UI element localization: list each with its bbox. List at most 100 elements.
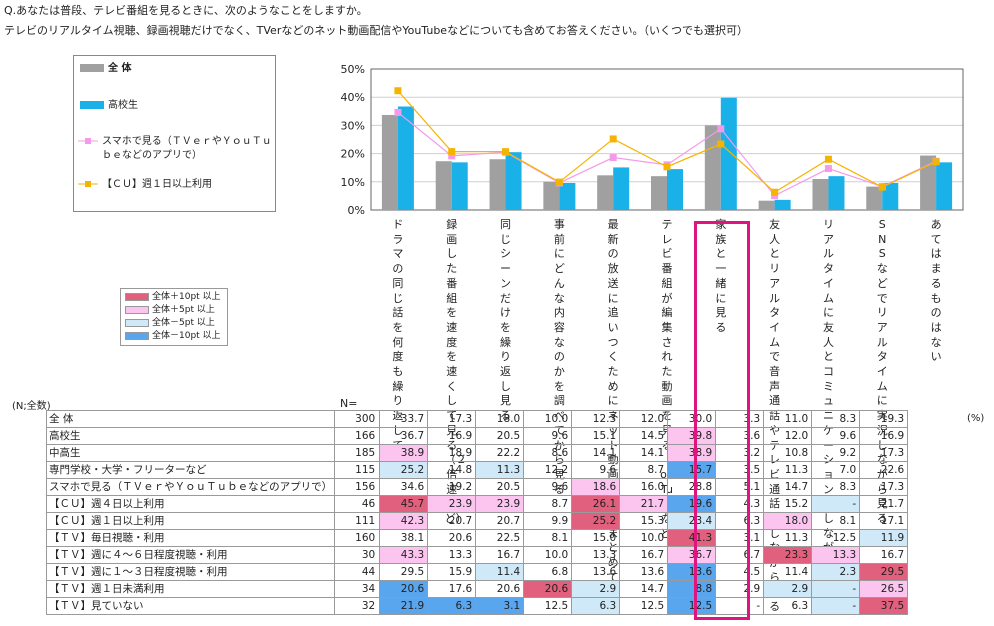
table-cell: 3.1: [715, 529, 765, 547]
bar-all: [812, 178, 829, 210]
bar-hs: [828, 176, 845, 210]
table-cell: 23.3: [763, 546, 813, 564]
table-row: 【ＴＶ】週１日未満利用 34 20.6 17.6 20.6 20.6 2.9 14.7 8.8 2…: [45, 580, 909, 598]
bar-all: [651, 176, 667, 210]
n-header: N=: [340, 397, 358, 410]
bar-hs: [397, 106, 414, 210]
table-cell: 9.9: [523, 512, 573, 530]
hl-label-m5: 全体－5pt 以上: [152, 318, 215, 328]
table-cell: 36.7: [667, 546, 717, 564]
table-cell: 10.0: [619, 529, 669, 547]
category-label: 同じシーンだけを繰り返し見る: [500, 218, 512, 423]
table-cell: 12.2: [523, 461, 573, 479]
table-cell: 8.8: [667, 580, 717, 598]
point-sp: [717, 125, 725, 133]
table-cell: 34.6: [379, 478, 429, 496]
table-cell: 13.6: [571, 563, 621, 581]
legend-label-all: 全 体: [108, 63, 132, 74]
table-cell: 6.3: [763, 597, 813, 615]
table-cell: 18.0: [763, 512, 813, 530]
table-cell: 20.5: [475, 427, 525, 445]
table-cell: 11.4: [475, 563, 525, 581]
point-cu: [717, 140, 725, 148]
table-cell: 8.3: [811, 478, 861, 496]
table-cell: 8.1: [523, 529, 573, 547]
row-label: 【ＴＶ】週に１～３日程度視聴・利用: [45, 563, 336, 581]
table-row: 【ＣＵ】週１日以上利用 111 42.3 20.7 20.7 9.9 25.2 15.3 23.…: [45, 512, 909, 530]
table-cell: 29.5: [859, 563, 909, 581]
hl-swatch-p10: [125, 292, 149, 301]
hl-label-p5: 全体＋5pt 以上: [152, 305, 215, 315]
question-line-1: Q.あなたは普段、テレビ番組を見るときに、次のようなことをしますか。: [4, 4, 368, 17]
chart-legend: 全 体 高校生 スマホで見る（ＴＶｅｒやＹｏｕＴｕ ｂｅなどのアプリで） 【ＣＵ…: [73, 55, 276, 212]
highlight-legend: 全体＋10pt 以上 全体＋5pt 以上 全体－5pt 以上 全体－10pt 以…: [120, 288, 228, 346]
table-row: 【ＴＶ】週に１～３日程度視聴・利用 44 29.5 15.9 11.4 6.8 13.6 13…: [45, 563, 909, 581]
table-cell: -: [811, 495, 861, 513]
table-cell: 16.7: [619, 546, 669, 564]
table-cell: 11.9: [859, 529, 909, 547]
table-cell: 9.6: [523, 427, 573, 445]
table-row: 【ＴＶ】見ていない 32 21.9 6.3 3.1 12.5 6.3 12.5 12.5-6.3…: [45, 597, 909, 615]
row-n: 300: [334, 410, 381, 428]
table-cell: 2.9: [571, 580, 621, 598]
table-cell: 21.9: [379, 597, 429, 615]
table-cell: -: [811, 597, 861, 615]
row-label: 【ＴＶ】週に４～６日程度視聴・利用: [45, 546, 336, 564]
row-label: 全 体: [45, 410, 336, 428]
table-cell: 13.3: [427, 546, 477, 564]
row-label: 高校生: [45, 427, 336, 445]
table-cell: 20.6: [475, 580, 525, 598]
table-cell: 15.7: [667, 461, 717, 479]
bar-all: [489, 159, 506, 210]
row-n: 185: [334, 444, 381, 462]
table-cell: 37.5: [859, 597, 909, 615]
table-cell: 26.1: [571, 495, 621, 513]
row-label: 【ＴＶ】見ていない: [45, 597, 336, 615]
hl-legend-m5: 全体－5pt 以上: [125, 318, 215, 329]
point-cu: [663, 163, 671, 171]
table-row: スマホで見る（ＴＶｅｒやＹｏｕＴｕｂｅなどのアプリで） 156 34.6 19.2 20…: [45, 478, 909, 496]
row-n: 46: [334, 495, 381, 513]
bar-hs: [559, 182, 576, 210]
legend-swatch-hs: [80, 101, 104, 109]
table-cell: 13.6: [667, 563, 717, 581]
table-cell: 11.3: [763, 461, 813, 479]
table-cell: 21.7: [619, 495, 669, 513]
category-label: 家族と一緒に見る: [715, 218, 727, 334]
table-cell: 19.3: [859, 410, 909, 428]
bar-hs: [667, 169, 683, 210]
legend-label-cu: 【ＣＵ】週１日以上利用: [102, 179, 212, 190]
table-cell: 38.9: [667, 444, 717, 462]
table-cell: 12.5: [811, 529, 861, 547]
table-cell: 14.7: [619, 580, 669, 598]
table-row: 全 体 300 33.7 17.3 18.0 10.0 12.3 12.0 30.0 3.3 11.…: [45, 410, 909, 428]
table-cell: 8.7: [619, 461, 669, 479]
row-label: スマホで見る（ＴＶｅｒやＹｏｕＴｕｂｅなどのアプリで）: [45, 478, 336, 496]
row-n: 166: [334, 427, 381, 445]
table-cell: -: [715, 597, 765, 615]
table-cell: 16.0: [619, 478, 669, 496]
table-row: 【ＴＶ】毎日視聴・利用 160 38.1 20.6 22.5 8.1 15.0 10.0 41.…: [45, 529, 909, 547]
table-cell: 6.3: [571, 597, 621, 615]
legend-swatches: [78, 64, 104, 187]
y-tick-label: 40%: [341, 91, 365, 104]
row-n: 30: [334, 546, 381, 564]
bar-all: [543, 181, 560, 210]
table-cell: 38.1: [379, 529, 429, 547]
point-cu: [502, 148, 510, 156]
point-cu: [932, 158, 940, 166]
table-cell: 22.6: [859, 461, 909, 479]
table-cell: 18.9: [427, 444, 477, 462]
table-cell: 6.7: [715, 546, 765, 564]
hl-legend-p5: 全体＋5pt 以上: [125, 305, 215, 316]
data-table: 全 体 300 33.7 17.3 18.0 10.0 12.3 12.0 30.0 3.3 11.…: [45, 410, 909, 615]
legend-swatch-all: [80, 64, 104, 72]
point-cu: [448, 148, 456, 156]
bar-all: [920, 155, 937, 210]
bar-hs: [936, 162, 953, 210]
table-row: 【ＣＵ】週４日以上利用 46 45.7 23.9 23.9 8.7 26.1 21.7 19.6…: [45, 495, 909, 513]
table-cell: -: [811, 580, 861, 598]
row-n: 160: [334, 529, 381, 547]
table-cell: 2.3: [811, 563, 861, 581]
hl-label-p10: 全体＋10pt 以上: [152, 292, 221, 302]
